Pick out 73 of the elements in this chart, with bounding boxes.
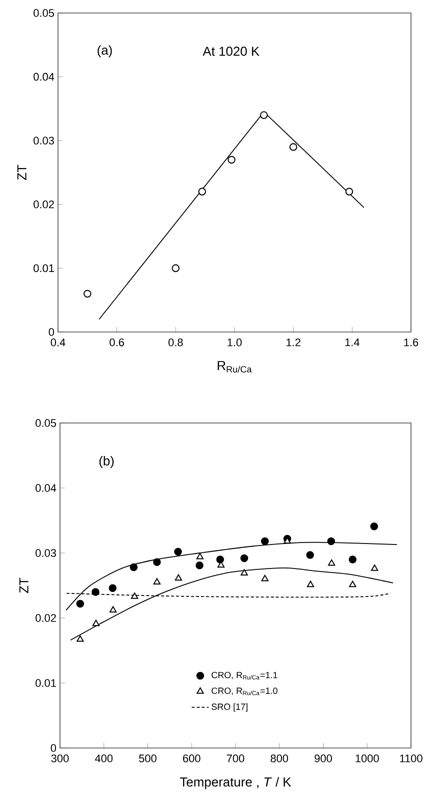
x-tick-label: 300: [51, 754, 69, 762]
annotation: At 1020 K: [202, 46, 260, 56]
point: [198, 188, 206, 196]
line-series: [70, 568, 394, 641]
x-tick-label: 700: [226, 754, 244, 762]
point: [306, 551, 314, 559]
point: [289, 143, 298, 151]
x-axis-title: R$_{Ru/Ca}$: [218, 361, 252, 373]
point: [306, 580, 314, 588]
x-tick-label: 1.2: [286, 338, 300, 346]
y-tick-label: 0.01: [36, 679, 56, 687]
x-axis-title: Temperature , T / K: [180, 777, 292, 790]
point: [153, 578, 161, 585]
x-tick-label: 500: [139, 754, 156, 762]
point: [196, 561, 204, 570]
annotation: (a): [98, 45, 112, 58]
point: [76, 600, 84, 608]
y-tick-label: 0.04: [36, 484, 56, 492]
point: [130, 563, 138, 572]
legend-label: CRO, R$_{Ru/Ca}$=1.1: [212, 672, 278, 680]
x-tick-label: 0.4: [50, 338, 66, 346]
y-tick-label: 0.02: [36, 614, 56, 622]
point: [92, 588, 100, 596]
point: [153, 558, 161, 566]
point: [260, 111, 268, 119]
point: [349, 580, 356, 588]
point: [228, 156, 236, 164]
x-tick-label: 800: [270, 754, 288, 762]
legend-label: SRO [17]: [212, 703, 248, 712]
y-tick-label: 0.05: [36, 419, 56, 427]
x-tick-label: 1000: [356, 754, 379, 762]
legend-label: CRO, R$_{Ru/Ca}$=1.0: [212, 688, 278, 696]
point: [108, 584, 117, 592]
point: [240, 554, 248, 562]
y-tick-label: 0.03: [36, 549, 56, 557]
point: [172, 264, 180, 272]
y-tick-label: 0.03: [34, 136, 54, 144]
point: [109, 606, 117, 612]
x-tick-label: 0.8: [168, 338, 183, 346]
x-tick-label: 0.6: [110, 338, 124, 346]
x-tick-label: 900: [314, 754, 332, 762]
annotation: (b): [99, 456, 114, 468]
point: [370, 564, 378, 571]
point: [174, 548, 182, 556]
point: [76, 635, 84, 642]
point: [261, 574, 268, 582]
x-tick-label: 1.6: [404, 338, 418, 346]
x-tick-label: 1.4: [345, 338, 360, 346]
point: [240, 569, 248, 576]
y-tick-label: 0.02: [34, 200, 54, 208]
point: [196, 552, 204, 560]
point: [348, 556, 357, 564]
point: [84, 290, 92, 298]
point: [327, 537, 336, 546]
x-tick-label: 600: [183, 754, 200, 762]
x-tick-label: 400: [94, 754, 113, 762]
point: [174, 574, 182, 581]
point: [216, 556, 224, 564]
y-tick-label: 0.05: [34, 9, 54, 17]
y-tick-label: 0.04: [34, 72, 54, 81]
point: [370, 522, 378, 530]
point: [261, 537, 269, 546]
point: [345, 188, 354, 196]
x-tick-label: 1100: [400, 754, 422, 762]
point: [92, 620, 100, 626]
y-axis-title: ZT: [17, 164, 26, 180]
y-axis-title: ZT: [19, 578, 28, 594]
point: [328, 559, 336, 566]
x-tick-label: 1.0: [228, 338, 242, 346]
y-tick-label: 0: [48, 328, 54, 336]
point: [130, 592, 138, 599]
y-tick-label: 0: [50, 744, 56, 752]
y-tick-label: 0.01: [34, 264, 54, 272]
